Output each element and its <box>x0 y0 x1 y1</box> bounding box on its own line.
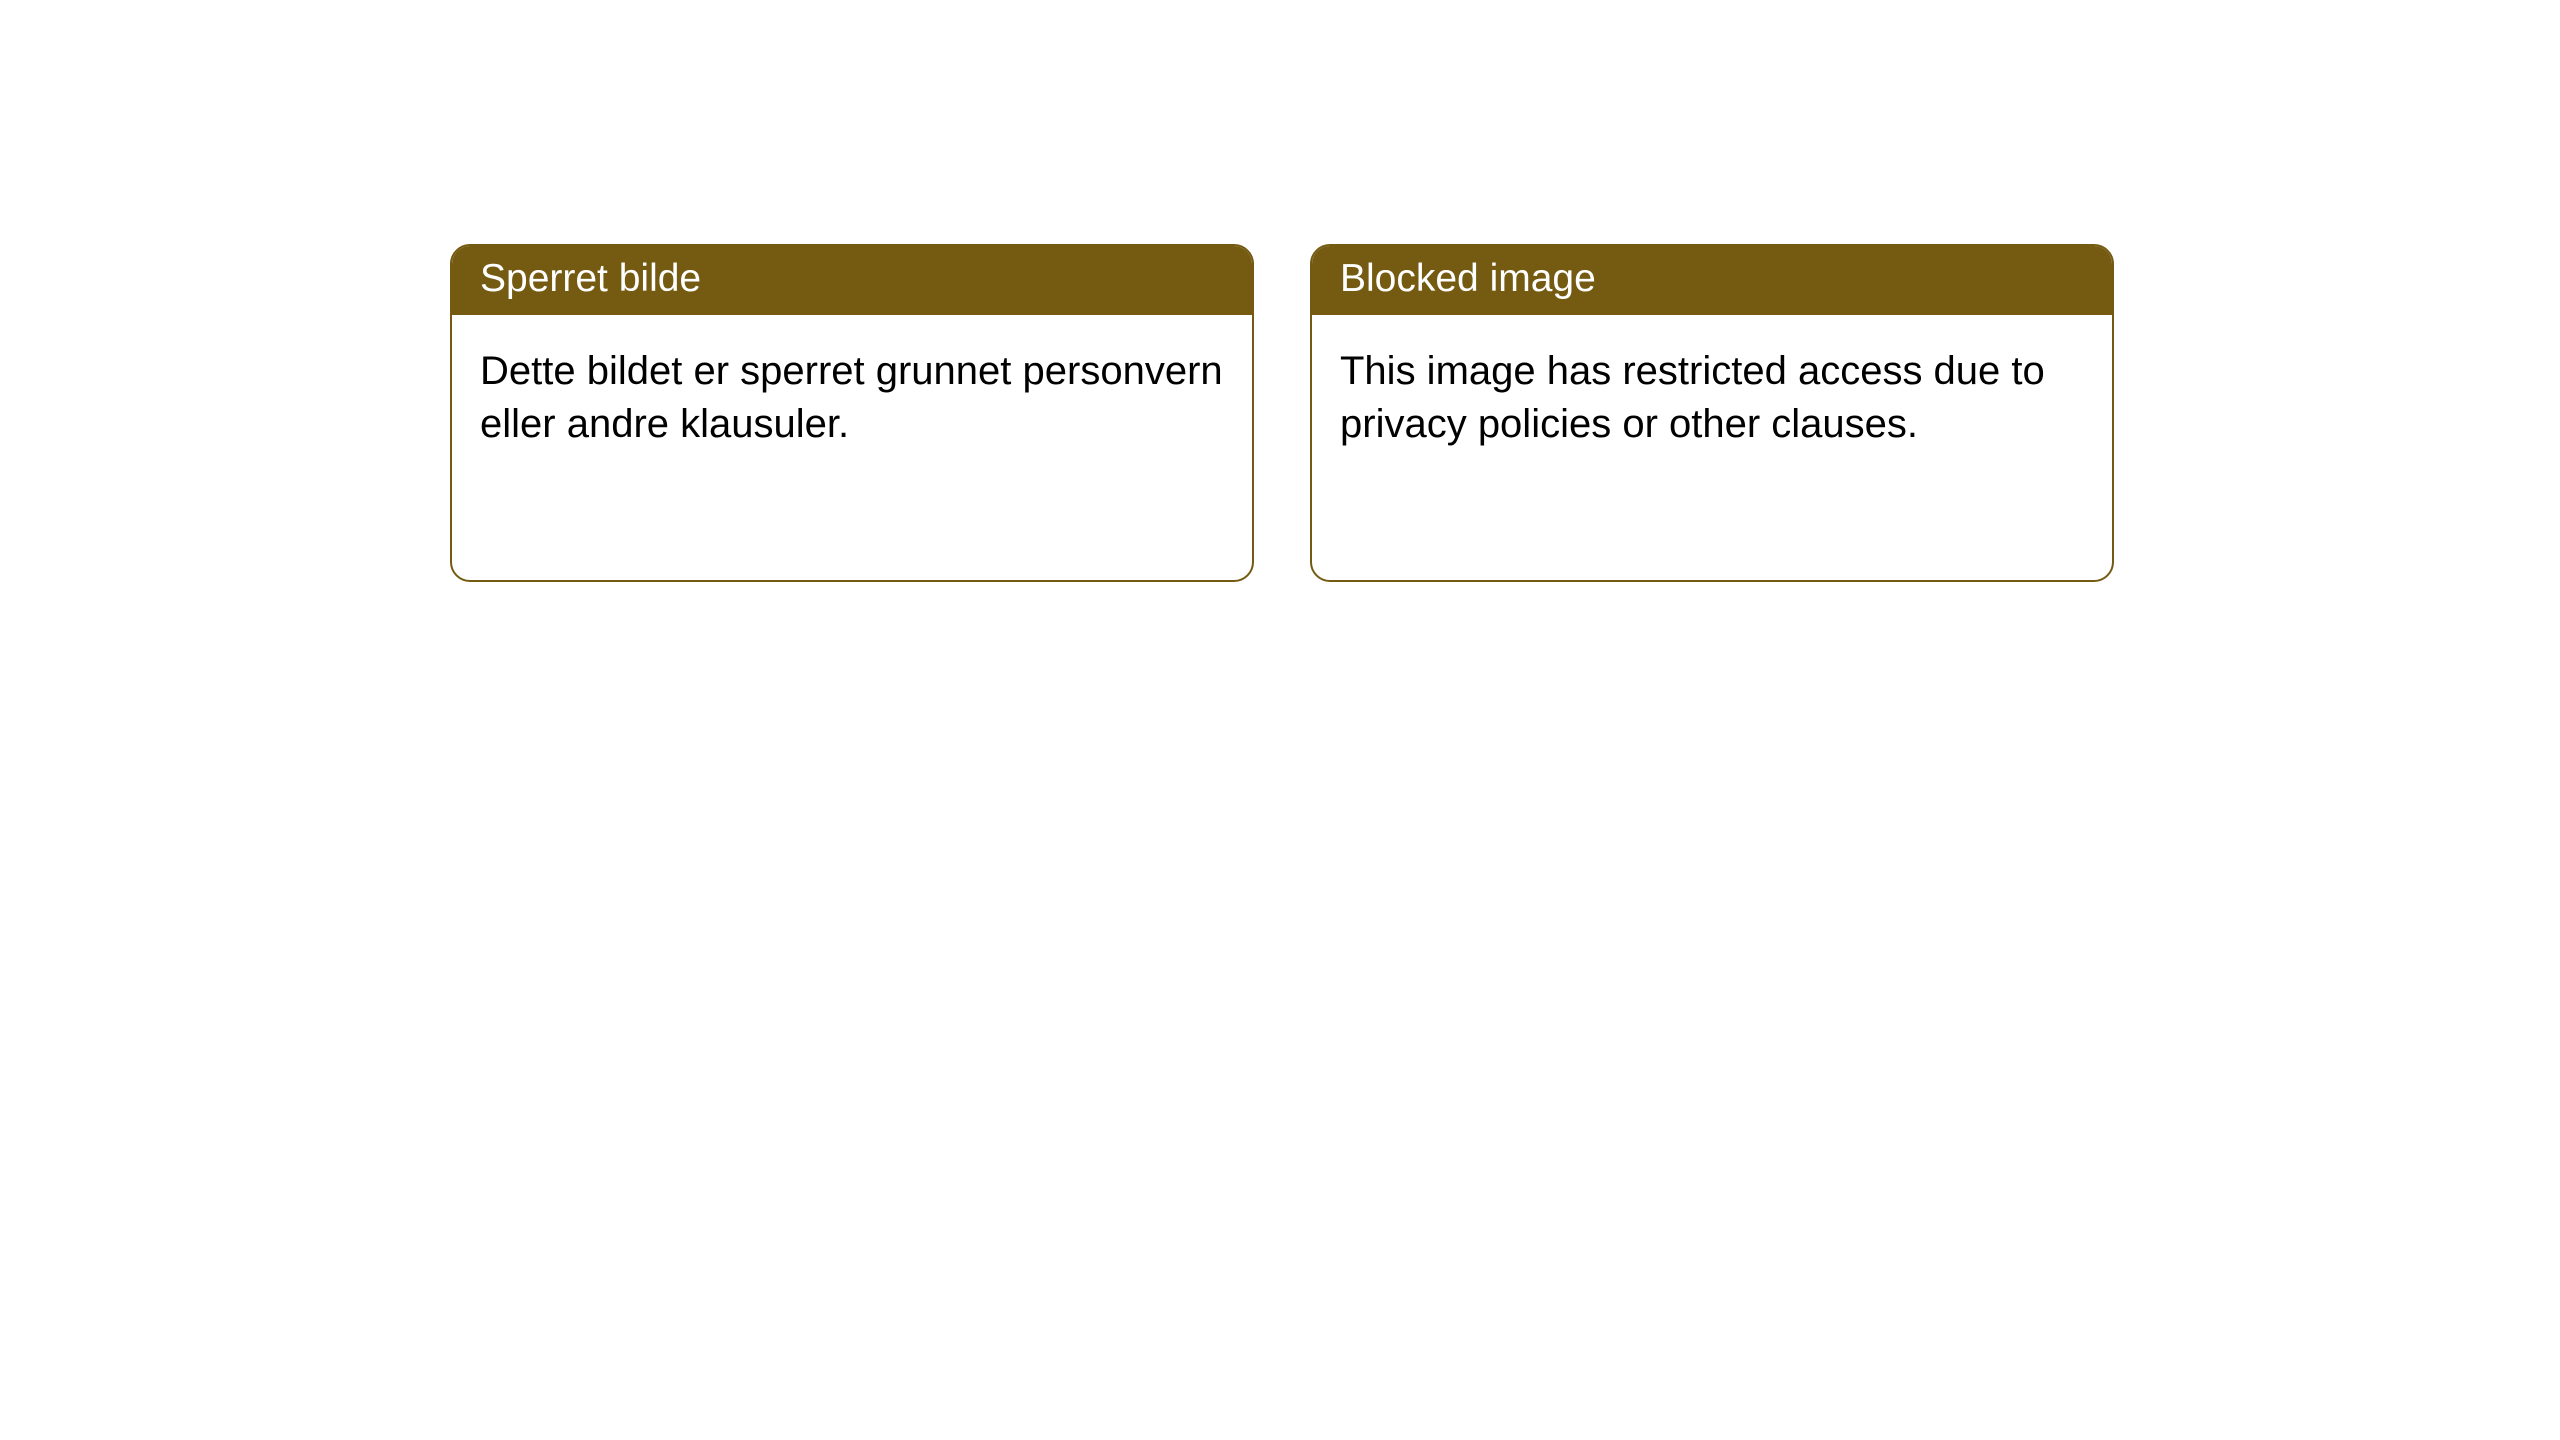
notice-body: This image has restricted access due to … <box>1312 315 2112 481</box>
notice-header: Blocked image <box>1312 246 2112 315</box>
notice-card-english: Blocked image This image has restricted … <box>1310 244 2114 582</box>
notice-container: Sperret bilde Dette bildet er sperret gr… <box>0 0 2560 582</box>
notice-header: Sperret bilde <box>452 246 1252 315</box>
notice-body: Dette bildet er sperret grunnet personve… <box>452 315 1252 481</box>
notice-card-norwegian: Sperret bilde Dette bildet er sperret gr… <box>450 244 1254 582</box>
